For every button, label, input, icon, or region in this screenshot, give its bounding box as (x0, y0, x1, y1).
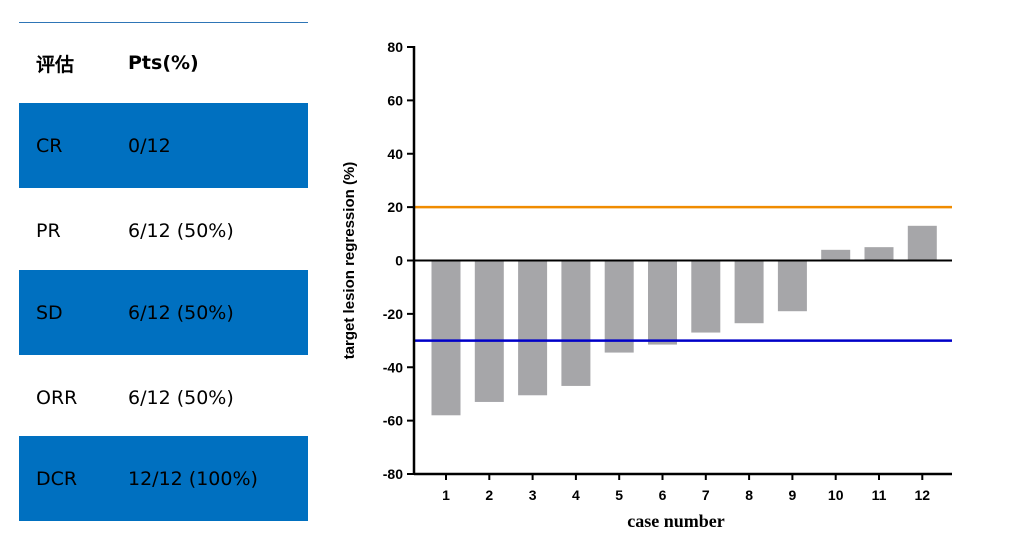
x-tick-label: 9 (789, 487, 797, 503)
bar (648, 260, 677, 345)
bar (821, 249, 851, 261)
x-tick-label: 3 (529, 487, 537, 503)
y-axis-label: target lesion regression (%) (341, 162, 358, 360)
x-tick-label: 5 (615, 487, 623, 503)
row-value: 12/12 (100%) (128, 467, 258, 490)
y-tick-label: 60 (387, 92, 403, 108)
row-value: 0/12 (128, 134, 171, 157)
x-tick-label: 2 (485, 487, 493, 503)
bar (604, 260, 634, 353)
row-value: 6/12 (50%) (128, 301, 234, 324)
row-value: 6/12 (50%) (128, 219, 234, 242)
y-tick-label: 20 (387, 199, 403, 215)
x-axis-label: case number (627, 511, 725, 531)
y-tick-label: 80 (387, 39, 403, 55)
y-tick-label: -60 (383, 413, 403, 429)
y-tick-label: -40 (383, 359, 403, 375)
row-label: PR (36, 219, 61, 242)
bar (431, 260, 461, 416)
row-label: DCR (36, 467, 78, 490)
y-tick-label: 0 (395, 253, 403, 269)
row-value: 6/12 (50%) (128, 386, 234, 409)
waterfall-chart: 1 2 3 4 5 6 7 8 9 10 11 12806040200-20-40-60-80case… (341, 39, 952, 531)
header-pts: Pts(%) (128, 52, 199, 74)
x-tick-label: 8 (745, 487, 753, 503)
bar (864, 247, 894, 261)
x-tick-label: 4 (572, 487, 580, 503)
bar (777, 260, 807, 312)
y-tick-label: -80 (383, 466, 403, 482)
table-row: ORR 6/12 (50%) (19, 355, 308, 440)
response-summary-table: 评估 Pts(%) CR 0/12 PR 6/12 (50%) SD 6/12 … (19, 0, 308, 539)
bar (561, 260, 591, 386)
table-row: CR 0/12 (19, 103, 308, 188)
header-evaluation: 评估 (36, 53, 75, 76)
bar (691, 260, 721, 333)
table-top-rule (19, 22, 308, 23)
x-tick-label: 11 (872, 487, 887, 503)
bar (518, 260, 548, 396)
bar (734, 260, 764, 324)
row-label: CR (36, 134, 63, 157)
row-label: SD (36, 301, 63, 324)
table-row: PR 6/12 (50%) (19, 188, 308, 273)
x-tick-label: 10 (828, 487, 844, 503)
bar (907, 225, 937, 261)
table-row: DCR 12/12 (100%) (19, 436, 308, 521)
x-tick-label: 7 (702, 487, 710, 503)
x-tick-label: 1 (442, 487, 450, 503)
y-tick-label: 40 (387, 146, 403, 162)
table-row: SD 6/12 (50%) (19, 270, 308, 355)
table-header-row: 评估 Pts(%) (19, 23, 308, 103)
x-tick-label: 6 (659, 487, 667, 503)
x-tick-label: 12 (915, 487, 931, 503)
row-label: ORR (36, 386, 78, 409)
bar (474, 260, 504, 402)
y-tick-label: -20 (383, 306, 403, 322)
